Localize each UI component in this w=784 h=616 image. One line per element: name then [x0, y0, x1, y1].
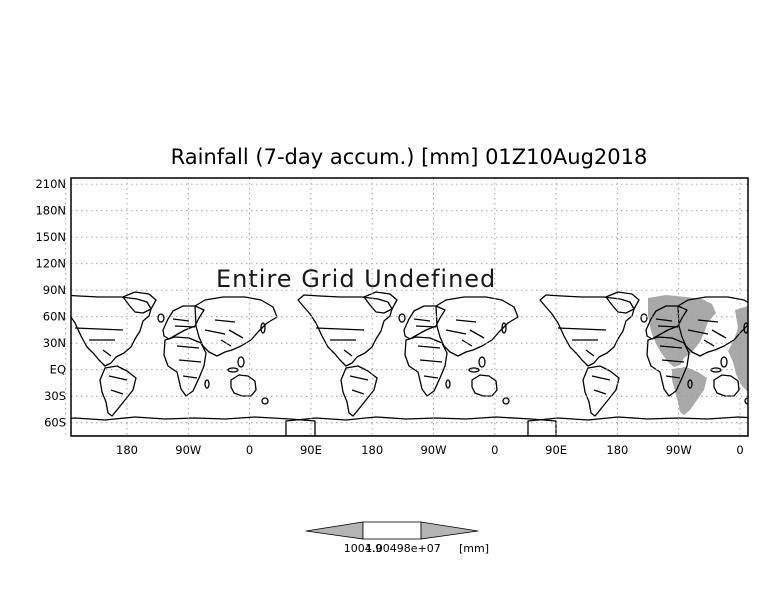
plot-background: [71, 178, 748, 436]
x-axis-label: 90W: [666, 443, 692, 457]
map-gridlines: [65, 178, 748, 436]
colorbar-unit: [mm]: [459, 542, 489, 555]
x-axis-labels: 180 90W 0 90E 180 90W 0 90E 180 90W 0: [116, 443, 744, 457]
y-axis-label: 120N: [35, 257, 66, 271]
x-axis-label: 0: [736, 443, 743, 457]
plot-area: [65, 177, 749, 437]
y-axis-labels: 210N 180N 150N 120N 90N 60N 30N EQ 30S 60S: [35, 177, 66, 430]
colorbar-center-label: 1.00498e+07: [365, 542, 440, 555]
plot-title: Rainfall (7-day accum.) [mm] 01Z10Aug201…: [171, 145, 648, 169]
x-axis-label: 90E: [545, 443, 567, 457]
undefined-grid-message: Entire Grid Undefined: [216, 265, 496, 293]
x-axis-label: 180: [361, 443, 383, 457]
colorbar-box: [362, 521, 422, 540]
colorbar: 1004.9 1.00498e+07 [mm]: [305, 521, 489, 555]
x-axis-label: 90W: [175, 443, 201, 457]
y-axis-label: 60N: [43, 310, 66, 324]
y-axis-label: 210N: [35, 177, 66, 191]
y-axis-label: 150N: [35, 230, 66, 244]
x-axis-label: 90W: [420, 443, 446, 457]
x-axis-label: 0: [246, 443, 253, 457]
x-axis-label: 0: [491, 443, 498, 457]
colorbar-left-arrow: [305, 521, 364, 540]
colorbar-left-label: 1004.9: [344, 542, 383, 555]
y-axis-label: 90N: [43, 283, 66, 297]
x-axis-label: 180: [606, 443, 628, 457]
shaded-region: [648, 295, 748, 415]
y-axis-label: EQ: [50, 363, 66, 377]
y-axis-label: 180N: [35, 204, 66, 218]
plot-frame: [70, 177, 749, 437]
y-axis-label: 30N: [43, 336, 66, 350]
colorbar-right-arrow: [420, 521, 479, 540]
y-axis-label: 60S: [44, 416, 66, 430]
x-axis-label: 180: [116, 443, 138, 457]
y-axis-label: 30S: [44, 389, 66, 403]
x-axis-label: 90E: [300, 443, 322, 457]
